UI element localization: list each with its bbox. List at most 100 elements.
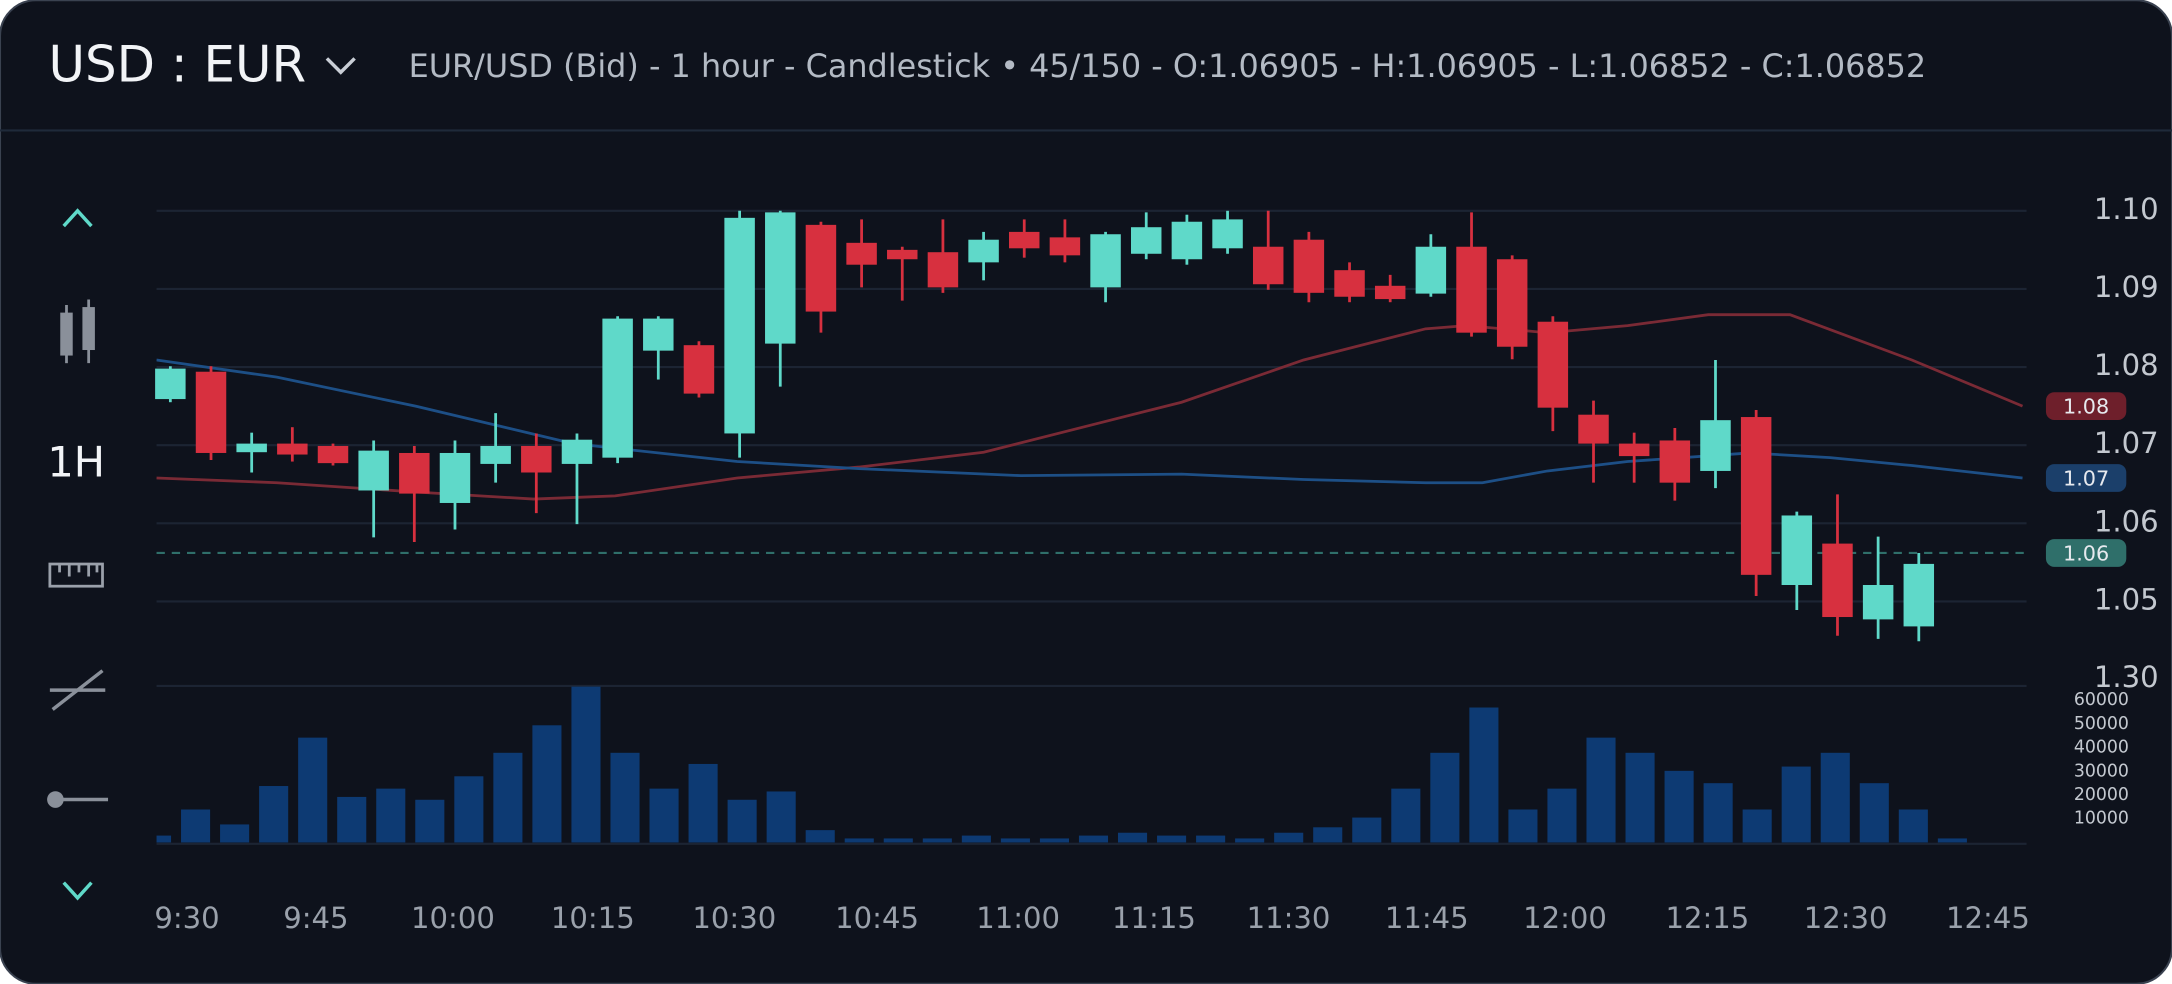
volume-tick-label: 20000 [2074,785,2129,805]
volume-bar [805,830,835,843]
x-tick-label: 9:30 [154,901,219,935]
candle-body [1740,417,1772,575]
volume-bar [1235,838,1265,843]
axes: 1.10 1.09 1.08 1.07 1.06 1.05 9:30 9:45 10:00 10:… [154,192,2158,935]
x-tick-label: 10:00 [411,901,495,935]
candle-body [968,239,999,263]
pair-dropdown[interactable] [325,57,356,75]
volume-bar [532,725,562,843]
volume-bar [156,835,172,843]
candle-body [480,445,511,464]
volume-tick-label: 50000 [2074,714,2129,734]
candle-body [1374,285,1406,300]
candle-body [1293,239,1325,293]
x-tick-label: 12:15 [1665,901,1749,935]
volume-bar [1078,835,1109,843]
volume-bar [688,763,718,843]
scroll-up[interactable] [62,208,93,228]
candle-body [683,345,715,394]
candle-body [1009,231,1040,249]
x-tick-label: 12:00 [1523,901,1607,935]
x-tick-label: 10:30 [692,901,776,935]
candle-body [1659,440,1691,483]
volume-tick-label: 40000 [2074,738,2129,758]
y-tick-label: 1.08 [2094,348,2159,382]
candle-body [1903,563,1935,627]
volume-bar [883,838,913,843]
candle-body [277,443,308,455]
candle-body [1212,219,1243,249]
scroll-down[interactable] [62,881,93,901]
volume-bar [1157,835,1187,843]
x-tick-label: 11:45 [1385,901,1469,935]
pair-title[interactable]: USD : EUR [48,36,306,94]
volume-top-label: 1.30 [2094,660,2159,694]
y-tick-label: 1.06 [2094,504,2159,538]
x-tick-label: 12:45 [1946,901,2030,935]
volume-bar [844,838,874,843]
volume-bar [610,752,640,843]
volume-bar [493,752,523,843]
candle-body [1171,221,1203,260]
volume-bar [922,838,952,843]
candle-body [1049,237,1081,256]
candle-body [602,318,633,458]
volume-bar [1469,707,1499,843]
volume-tick-label: 30000 [2074,761,2129,781]
volume-bar [1781,766,1811,843]
candle-body [927,252,959,288]
volume-bar [1430,752,1460,843]
volume-bar [1274,832,1304,843]
moving-average-line [156,358,2023,485]
x-tick-label: 11:00 [976,901,1060,935]
candles [155,210,1935,642]
candle-body [846,242,877,265]
ruler-tool[interactable] [48,562,104,588]
volume-bar [1391,788,1421,843]
candle-body [1618,443,1650,457]
candle-body [765,212,796,344]
volume-bar [1898,809,1928,843]
candle-body [561,439,593,464]
volume-bar [1000,838,1030,843]
candle-body [724,217,755,434]
candle-body [236,443,267,453]
line-tool[interactable] [49,669,106,711]
volume-bar [1664,770,1694,843]
candle-body [1252,246,1284,285]
volume-tick-label: 10000 [2074,809,2129,829]
volume-bar [1117,832,1148,843]
volume-bar [961,835,991,843]
volume-bar [1625,752,1655,843]
volume-bar [220,824,250,843]
candle-body [521,445,552,473]
candle-body [1415,246,1447,294]
volume-bar [298,737,328,843]
current-price-label: 1.06 [2063,541,2109,565]
candle-body [1130,227,1162,254]
candle-body [358,450,389,491]
interval-button[interactable]: 1H [47,438,105,487]
volume-bar [1742,809,1772,843]
candle-tool[interactable] [60,299,95,364]
volume-bar [376,788,406,843]
y-tick-label: 1.05 [2094,582,2159,616]
volume-bar [1196,835,1226,843]
price-badge-label: 1.08 [2063,394,2109,418]
moving-averages [156,313,2024,501]
volume-bar [1508,809,1538,843]
volume-bar [337,796,367,843]
volume-tick-label: 60000 [2074,690,2129,710]
candle-body [887,249,918,260]
volume-bar [727,799,757,843]
x-tick-label: 9:45 [283,901,348,935]
candle-body [439,452,471,503]
candle-body [1334,270,1365,297]
candle-body [1090,234,1121,288]
candle-body [1862,585,1894,620]
slider-tool[interactable] [47,791,109,808]
volume-bar [1547,788,1577,843]
x-tick-label: 12:30 [1804,901,1888,935]
ohlc-info: EUR/USD (Bid) - 1 hour - Candlestick • 4… [409,47,1927,85]
